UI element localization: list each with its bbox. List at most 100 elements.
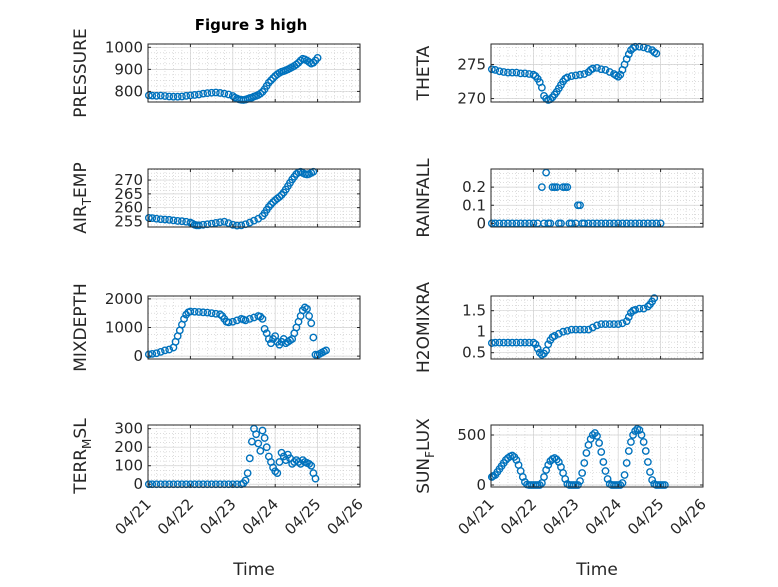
data-point <box>169 92 178 101</box>
data-point <box>309 333 318 342</box>
x-tick-label: 04/21 <box>112 495 155 538</box>
data-point <box>220 89 229 98</box>
data-point <box>491 66 500 74</box>
data-point <box>578 469 587 477</box>
data-point <box>165 215 174 224</box>
data-point <box>260 325 269 333</box>
data-point <box>601 467 610 475</box>
data-point <box>322 346 330 355</box>
data-point <box>256 312 265 321</box>
axes-background <box>148 44 360 102</box>
axes-box <box>490 43 704 103</box>
data-point <box>650 294 659 302</box>
data-point <box>267 76 275 85</box>
data-point <box>563 326 572 335</box>
data-point <box>144 350 153 359</box>
y-tick-label: 0 <box>133 347 143 365</box>
axes-h2omixra: 0.5 1 1.5 H2OMIXRA <box>414 282 704 373</box>
y-axis-label: PRESSURE <box>71 28 91 117</box>
data-point <box>491 338 500 347</box>
x-tick-label: 04/22 <box>154 495 197 538</box>
data-point <box>194 308 203 316</box>
data-point <box>624 313 633 321</box>
data-point <box>256 89 265 98</box>
data-point <box>588 431 597 439</box>
data-point <box>605 68 614 76</box>
data-point <box>173 217 182 225</box>
data-point <box>267 200 275 209</box>
y-tick-label: 200 <box>114 438 143 456</box>
data-point <box>588 323 597 332</box>
data-point <box>161 92 169 100</box>
data-point <box>648 476 657 484</box>
data-point <box>639 438 648 446</box>
x-tick-label: 04/26 <box>324 495 367 538</box>
data-point <box>516 338 525 347</box>
y-axis-label: THETA <box>414 45 434 101</box>
data-point <box>224 90 233 99</box>
axes-box <box>490 168 704 228</box>
series-terrmsl <box>144 424 320 489</box>
y-axis-label: SUNFLUX <box>414 418 437 494</box>
data-point <box>537 83 546 92</box>
data-point <box>307 461 316 470</box>
x-tick-label: 04/23 <box>196 495 239 538</box>
data-point <box>593 432 601 440</box>
data-point <box>563 183 572 192</box>
data-point <box>535 481 544 489</box>
axes-sunflux: 0 500 04/21 04/22 04/23 04/24 04/25 04/26 Time SU… <box>414 418 710 580</box>
data-point <box>241 316 250 325</box>
data-point <box>574 481 582 489</box>
data-point <box>245 454 254 463</box>
data-point <box>622 459 631 467</box>
data-point <box>646 468 654 476</box>
data-point <box>487 65 496 74</box>
data-point <box>178 92 186 101</box>
data-point <box>576 477 584 485</box>
grid-mixdepth <box>148 296 360 359</box>
data-point <box>216 310 224 319</box>
data-point <box>610 320 618 329</box>
data-point <box>241 476 250 485</box>
data-point <box>597 320 606 329</box>
x-tick-label: 04/24 <box>239 495 282 538</box>
data-point <box>580 459 589 467</box>
data-point <box>161 215 169 224</box>
data-point <box>161 346 169 355</box>
data-point <box>597 65 606 74</box>
axes-background <box>148 425 360 487</box>
y-tick-label: 1000 <box>105 38 143 56</box>
data-point <box>537 183 546 192</box>
data-point <box>305 312 314 320</box>
x-tick-label: 04/22 <box>497 495 540 538</box>
data-point <box>540 473 548 481</box>
data-point <box>152 91 161 100</box>
data-point <box>516 69 525 78</box>
data-point <box>260 434 269 442</box>
data-point <box>641 447 650 455</box>
data-point <box>554 329 563 338</box>
data-point <box>582 449 591 457</box>
data-point <box>211 218 220 227</box>
y-tick-label: 2000 <box>105 290 143 308</box>
data-point <box>601 320 610 329</box>
axes-mixdepth: 0 1000 2000 MIXDEPTH <box>71 283 361 372</box>
y-tick-label: 255 <box>114 212 143 230</box>
grid-pressure <box>148 44 360 102</box>
axes-box <box>147 168 361 228</box>
data-point <box>224 219 233 228</box>
axes-box <box>147 424 361 488</box>
data-point <box>595 439 604 447</box>
data-point <box>495 67 504 76</box>
data-point <box>169 216 178 225</box>
data-point <box>243 469 252 478</box>
data-point <box>224 318 233 327</box>
data-point <box>220 217 229 226</box>
data-point <box>165 345 174 354</box>
series-mixdepth <box>144 303 330 359</box>
data-point <box>309 58 318 67</box>
data-point <box>182 91 191 100</box>
x-tick-label: 04/23 <box>539 495 582 538</box>
